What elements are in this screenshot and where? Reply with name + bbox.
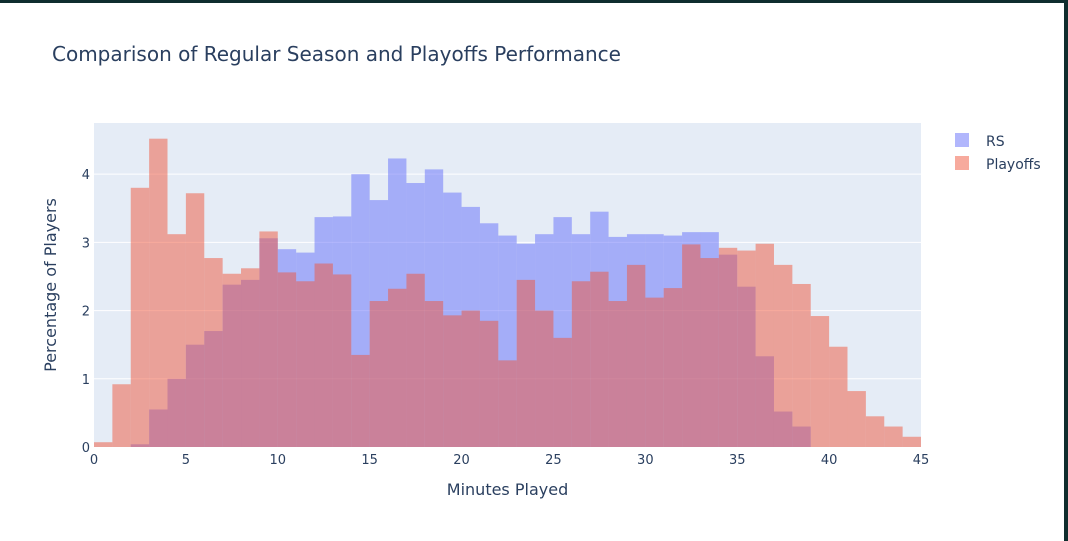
bar-playoffs-5[interactable] xyxy=(185,193,205,447)
legend-label-rs[interactable]: RS xyxy=(986,134,1005,150)
bar-playoffs-11[interactable] xyxy=(296,281,315,447)
bar-playoffs-1[interactable] xyxy=(112,384,131,447)
x-axis-title: Minutes Played xyxy=(447,480,568,499)
bar-playoffs-26[interactable] xyxy=(571,281,591,447)
bar-playoffs-31[interactable] xyxy=(663,288,683,447)
bar-playoffs-4[interactable] xyxy=(167,234,186,447)
x-tick-label: 45 xyxy=(913,453,930,468)
legend-label-playoffs[interactable]: Playoffs xyxy=(986,157,1041,173)
bar-playoffs-2[interactable] xyxy=(130,187,150,448)
bar-playoffs-17[interactable] xyxy=(406,273,425,447)
x-axis-ticks: 0 5 10 15 20 25 30 35 40 45 xyxy=(90,453,929,468)
bar-playoffs-12[interactable] xyxy=(314,263,333,447)
bar-playoffs-34[interactable] xyxy=(718,247,738,447)
x-tick-label: 40 xyxy=(821,453,838,468)
x-tick-label: 35 xyxy=(729,453,746,468)
bar-playoffs-19[interactable] xyxy=(443,315,462,447)
bar-playoffs-6[interactable] xyxy=(204,258,223,447)
x-tick-label: 15 xyxy=(361,453,378,468)
bar-playoffs-42[interactable] xyxy=(865,416,885,447)
bar-playoffs-18[interactable] xyxy=(424,301,444,447)
bar-playoffs-30[interactable] xyxy=(645,297,664,447)
bar-playoffs-33[interactable] xyxy=(700,258,719,447)
bar-playoffs-35[interactable] xyxy=(737,250,756,447)
x-tick-label: 20 xyxy=(453,453,470,468)
legend[interactable]: RS Playoffs xyxy=(955,133,1041,173)
bar-playoffs-13[interactable] xyxy=(332,274,352,447)
window-right-border xyxy=(1064,0,1068,541)
bar-playoffs-27[interactable] xyxy=(590,271,609,447)
chart-title: Comparison of Regular Season and Playoff… xyxy=(52,42,621,66)
bar-playoffs-25[interactable] xyxy=(553,337,572,447)
y-tick-label: 0 xyxy=(82,441,90,456)
y-tick-label: 2 xyxy=(82,305,90,320)
bar-playoffs-8[interactable] xyxy=(241,268,260,447)
series-playoffs-bars[interactable] xyxy=(94,138,921,448)
bar-playoffs-9[interactable] xyxy=(259,231,278,447)
bar-playoffs-36[interactable] xyxy=(755,243,774,447)
bar-playoffs-39[interactable] xyxy=(810,316,830,447)
bar-playoffs-14[interactable] xyxy=(351,354,370,447)
legend-swatch-playoffs[interactable] xyxy=(955,156,969,170)
window-top-border xyxy=(0,0,1068,3)
bar-playoffs-32[interactable] xyxy=(682,244,701,447)
bar-playoffs-44[interactable] xyxy=(902,436,921,447)
y-axis-title: Percentage of Players xyxy=(41,198,60,372)
bar-playoffs-7[interactable] xyxy=(222,273,242,447)
bar-playoffs-23[interactable] xyxy=(516,279,536,447)
bar-playoffs-24[interactable] xyxy=(535,310,554,447)
bar-playoffs-10[interactable] xyxy=(277,272,297,447)
bar-playoffs-43[interactable] xyxy=(884,426,903,447)
x-tick-label: 0 xyxy=(90,453,98,468)
bar-playoffs-37[interactable] xyxy=(773,264,793,447)
y-tick-label: 1 xyxy=(82,373,90,388)
bar-playoffs-21[interactable] xyxy=(479,320,499,447)
x-tick-label: 30 xyxy=(637,453,654,468)
bar-playoffs-3[interactable] xyxy=(149,138,168,447)
bar-playoffs-22[interactable] xyxy=(498,360,517,447)
bar-playoffs-38[interactable] xyxy=(792,283,811,447)
bar-playoffs-16[interactable] xyxy=(388,288,407,447)
x-tick-label: 5 xyxy=(182,453,190,468)
bar-playoffs-0[interactable] xyxy=(94,442,113,447)
bar-playoffs-40[interactable] xyxy=(829,346,848,447)
x-tick-label: 25 xyxy=(545,453,562,468)
x-tick-label: 10 xyxy=(270,453,287,468)
legend-swatch-rs[interactable] xyxy=(955,133,969,147)
bar-playoffs-29[interactable] xyxy=(626,264,646,447)
bar-playoffs-15[interactable] xyxy=(369,301,389,447)
y-tick-label: 3 xyxy=(82,236,90,251)
y-tick-label: 4 xyxy=(82,168,90,183)
bar-playoffs-20[interactable] xyxy=(461,310,480,447)
bar-playoffs-41[interactable] xyxy=(847,391,866,447)
bar-playoffs-28[interactable] xyxy=(608,301,627,447)
y-axis-ticks: 0 1 2 3 4 xyxy=(82,168,90,456)
